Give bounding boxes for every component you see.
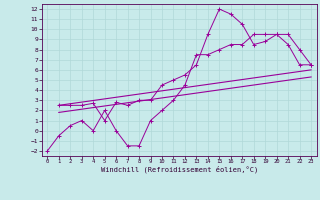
X-axis label: Windchill (Refroidissement éolien,°C): Windchill (Refroidissement éolien,°C) — [100, 166, 258, 173]
